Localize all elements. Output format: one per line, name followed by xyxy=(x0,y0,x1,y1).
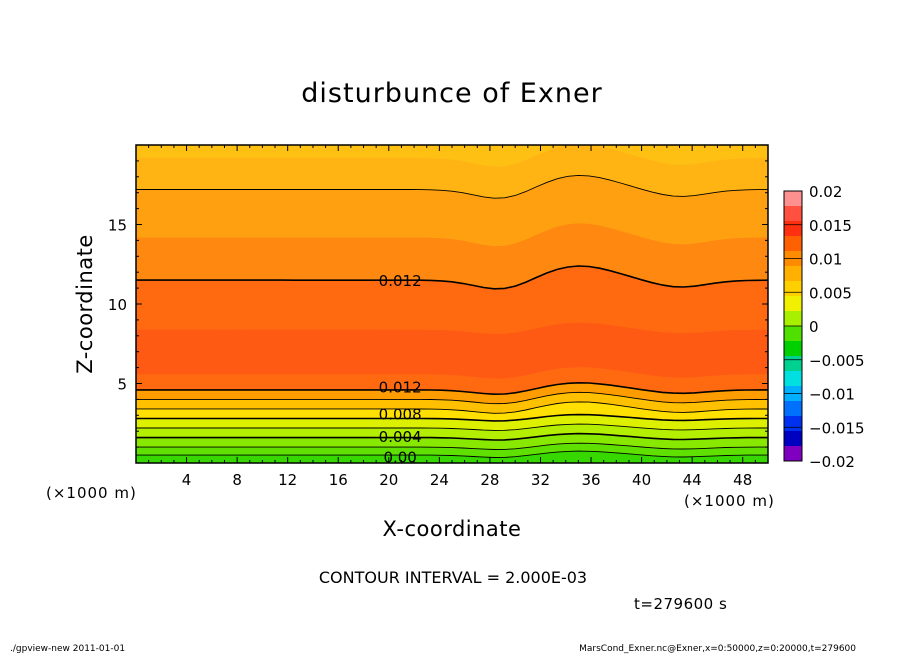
colorbar-swatch xyxy=(784,281,802,297)
colorbar-swatch xyxy=(784,431,802,447)
colorbar-tick-label: 0.02 xyxy=(809,183,842,201)
colorbar-tick-label: −0.005 xyxy=(809,352,865,370)
colorbar-swatch xyxy=(784,416,802,432)
contour-label: 0.00 xyxy=(383,449,416,467)
y-tick-label: 5 xyxy=(117,376,127,394)
colorbar-swatch xyxy=(784,326,802,342)
y-unit-label: (×1000 m) xyxy=(46,484,137,502)
colorbar-tick-label: −0.01 xyxy=(809,386,855,404)
contour-label: 0.012 xyxy=(379,272,422,290)
colorbar-tick-label: −0.02 xyxy=(809,453,855,471)
colorbar-tick-label: −0.015 xyxy=(809,419,865,437)
colorbar-swatch xyxy=(784,191,802,207)
colorbar-swatch xyxy=(784,446,802,462)
contour-line xyxy=(136,391,769,405)
x-tick-label: 8 xyxy=(232,471,242,489)
contour-line xyxy=(136,442,768,450)
colorbar-swatch xyxy=(784,221,802,237)
colorbar-swatch xyxy=(784,296,802,312)
contour-interval-text: CONTOUR INTERVAL = 2.000E-03 xyxy=(319,568,587,587)
colorbar-swatch xyxy=(784,311,802,327)
contour-lines xyxy=(136,174,769,458)
contour-line xyxy=(136,423,768,431)
colorbar-swatch xyxy=(784,206,802,222)
contour-line xyxy=(136,413,768,422)
colorbar: 0.02 0.015 0.01 0.005 0 −0.005 −0.01 −0.015 −0.0… xyxy=(783,183,865,471)
colorbar-swatch xyxy=(784,371,802,387)
colorbar-swatch xyxy=(784,266,802,282)
x-axis-ticks: 4 8 12 16 20 24 28 32 36 40 44 48 xyxy=(148,145,756,489)
y-axis-ticks: 5 10 15 xyxy=(108,160,768,448)
x-axis-label: X-coordinate xyxy=(383,517,522,541)
colorbar-swatch xyxy=(784,356,802,372)
contour-line xyxy=(136,381,768,396)
footer-right: MarsCond_Exner.nc@Exner,x=0:50000,z=0:20… xyxy=(579,644,856,654)
colorbar-tick-label: 0.015 xyxy=(809,217,852,235)
contour-label: 0.004 xyxy=(379,428,422,446)
contour-line xyxy=(136,432,768,441)
time-text: t=279600 s xyxy=(634,595,727,613)
chart-title: disturbunce of Exner xyxy=(301,78,602,109)
x-tick-label: 4 xyxy=(182,471,192,489)
x-unit-label: (×1000 m) xyxy=(684,492,775,510)
y-axis-label: Z-coordinate xyxy=(73,234,97,374)
contour-line xyxy=(136,174,768,199)
colorbar-tick-label: 0.005 xyxy=(809,284,852,302)
x-tick-label: 32 xyxy=(531,471,550,489)
colorbar-swatch xyxy=(784,236,802,252)
x-tick-label: 24 xyxy=(430,471,449,489)
x-tick-label: 44 xyxy=(683,471,702,489)
y-tick-label: 15 xyxy=(108,217,127,235)
colorbar-swatch xyxy=(784,341,802,357)
contour-line xyxy=(136,450,768,458)
y-tick-label: 10 xyxy=(108,296,127,314)
colorbar-tick-label: 0.01 xyxy=(809,251,842,269)
colorbar-tick-label: 0 xyxy=(809,318,819,336)
plot-area xyxy=(135,144,769,464)
contour-label: 0.012 xyxy=(379,379,422,397)
x-tick-label: 36 xyxy=(581,471,600,489)
x-tick-label: 16 xyxy=(329,471,348,489)
x-tick-label: 40 xyxy=(632,471,651,489)
contour-line xyxy=(136,265,769,290)
contour-line xyxy=(136,401,768,414)
x-tick-label: 12 xyxy=(278,471,297,489)
footer-left: ./gpview-new 2011-01-01 xyxy=(10,644,125,654)
contour-labels: 0.012 0.012 0.008 0.004 0.00 xyxy=(379,272,422,467)
x-tick-label: 48 xyxy=(733,471,752,489)
x-tick-label: 20 xyxy=(379,471,398,489)
colorbar-swatch xyxy=(784,401,802,417)
contour-label: 0.008 xyxy=(379,406,422,424)
x-tick-label: 28 xyxy=(480,471,499,489)
